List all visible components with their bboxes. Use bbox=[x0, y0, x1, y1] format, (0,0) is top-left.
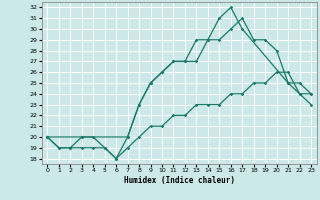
X-axis label: Humidex (Indice chaleur): Humidex (Indice chaleur) bbox=[124, 176, 235, 185]
